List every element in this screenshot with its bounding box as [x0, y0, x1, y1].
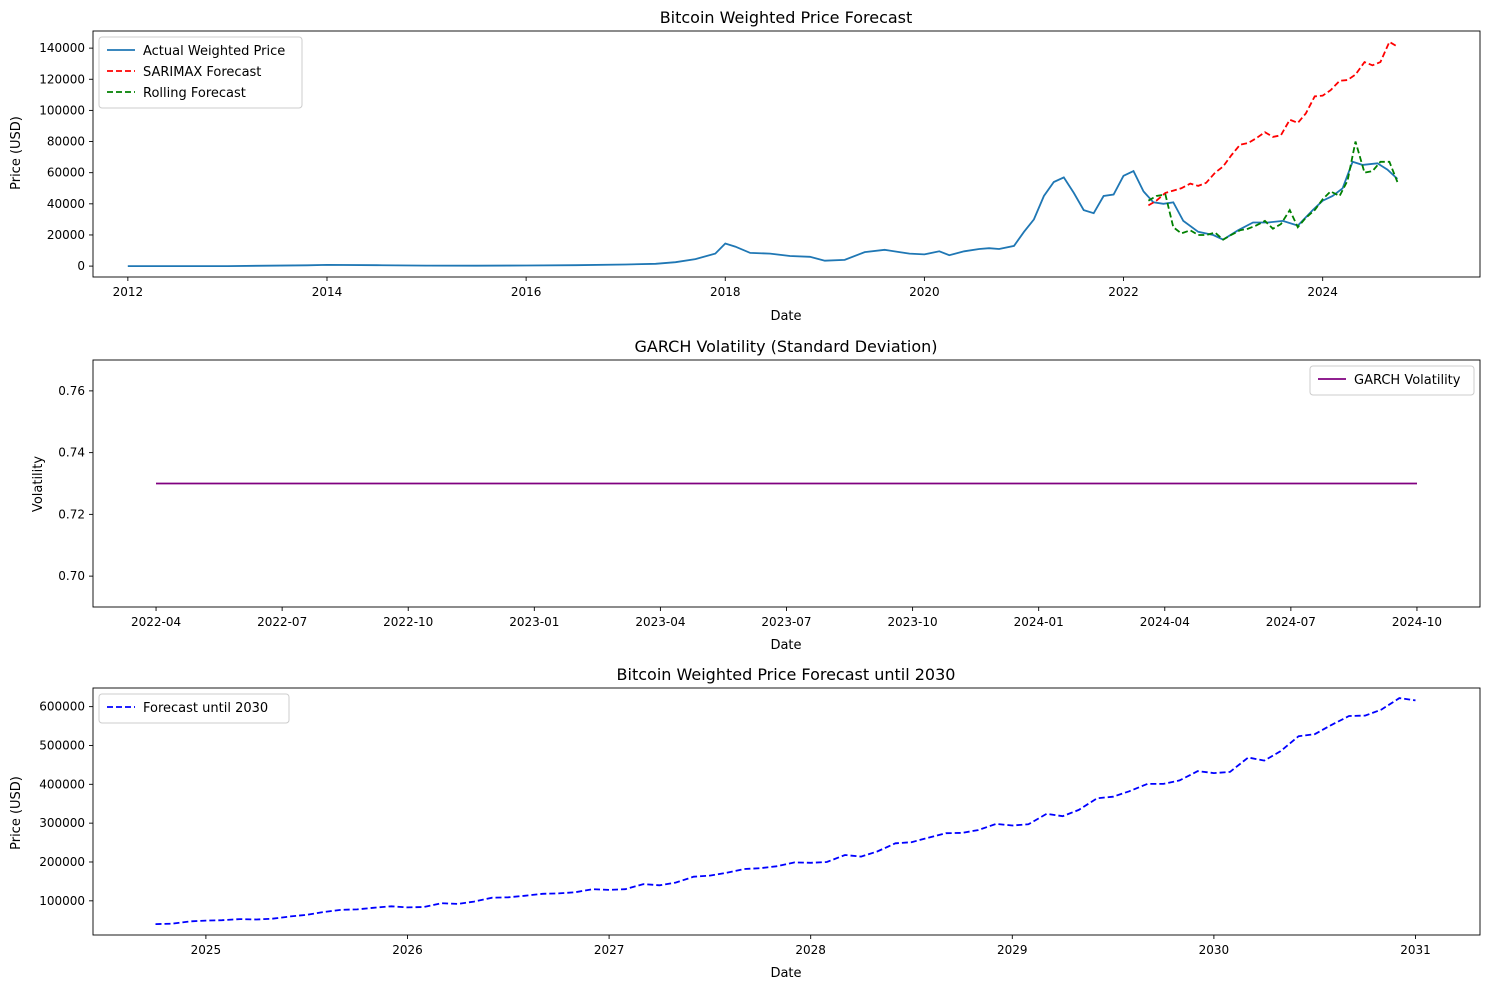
axes-frame	[92, 687, 1481, 936]
x-tick-label: 2024	[1307, 285, 1338, 299]
y-tick-label: 100000	[39, 103, 85, 117]
x-tick-label: 2024-07	[1266, 615, 1316, 629]
legend-entry: Actual Weighted Price	[143, 44, 285, 59]
y-tick-label: 0.76	[58, 384, 85, 398]
y-tick-label: 0.74	[58, 446, 85, 460]
legend: Forecast until 2030	[98, 693, 290, 724]
x-tick-label: 2022-07	[257, 615, 307, 629]
y-axis-label: Price (USD)	[9, 776, 24, 850]
legend: GARCH Volatility	[1309, 365, 1475, 396]
x-tick-label: 2029	[997, 943, 1028, 957]
x-tick-label: 2014	[312, 285, 343, 299]
x-tick-label: 2024-04	[1140, 615, 1190, 629]
y-tick-label: 20000	[47, 228, 85, 242]
chart-price-forecast: Bitcoin Weighted Price Forecast 2012 2014…	[9, 8, 1481, 324]
y-tick-label: 300000	[39, 816, 85, 830]
chart-forecast-2030: Bitcoin Weighted Price Forecast until 20…	[9, 665, 1481, 981]
x-tick-label: 2030	[1199, 943, 1230, 957]
chart-garch-volatility: GARCH Volatility (Standard Deviation) 20…	[31, 337, 1481, 653]
chart-title: Bitcoin Weighted Price Forecast	[660, 8, 913, 27]
x-tick-label: 2024-01	[1014, 615, 1064, 629]
legend-entry: SARIMAX Forecast	[143, 65, 261, 80]
x-tick-label: 2023-04	[635, 615, 685, 629]
x-tick-label: 2016	[511, 285, 542, 299]
chart-title: GARCH Volatility (Standard Deviation)	[634, 337, 937, 356]
legend: Actual Weighted Price SARIMAX Forecast Rol…	[98, 36, 303, 109]
x-tick-label: 2018	[710, 285, 741, 299]
x-tick-label: 2020	[909, 285, 940, 299]
y-axis-label: Price (USD)	[9, 116, 24, 190]
y-tick-label: 40000	[47, 197, 85, 211]
y-tick-label: 400000	[39, 777, 85, 791]
x-tick-label: 2012	[113, 285, 144, 299]
y-tick-label: 60000	[47, 166, 85, 180]
series-line-actual-weighted-price	[127, 160, 1399, 268]
plot-area: 2025 2026 2027 2028 2029 2030 2031 100000 200000…	[39, 687, 1481, 957]
series-line-forecast-until-2030	[155, 697, 1416, 925]
y-tick-label: 500000	[39, 738, 85, 752]
x-tick-label: 2022-04	[131, 615, 181, 629]
series-line-sarimax-forecast	[1147, 40, 1398, 207]
y-tick-label: 0.70	[58, 569, 85, 583]
y-axis-label: Volatility	[31, 456, 46, 512]
axes-frame	[92, 30, 1481, 278]
x-tick-label: 2025	[191, 943, 222, 957]
x-axis-label: Date	[770, 309, 801, 324]
legend-entry: Forecast until 2030	[143, 701, 268, 716]
x-tick-label: 2024-10	[1392, 615, 1442, 629]
legend-entry: GARCH Volatility	[1354, 373, 1461, 388]
chart-title: Bitcoin Weighted Price Forecast until 20…	[617, 665, 956, 684]
x-tick-label: 2027	[594, 943, 625, 957]
x-tick-label: 2023-01	[509, 615, 559, 629]
y-tick-label: 100000	[39, 894, 85, 908]
x-tick-label: 2022-10	[383, 615, 433, 629]
x-tick-label: 2023-07	[761, 615, 811, 629]
plot-area: 2012 2014 2016 2018 2020 2022 2024 0 20000 40000 6…	[39, 30, 1481, 299]
legend-box	[1309, 365, 1475, 396]
x-tick-label: 2031	[1400, 943, 1431, 957]
x-tick-label: 2022	[1108, 285, 1139, 299]
y-tick-label: 200000	[39, 855, 85, 869]
legend-entry: Rolling Forecast	[143, 86, 246, 101]
x-tick-label: 2026	[392, 943, 423, 957]
y-tick-label: 600000	[39, 700, 85, 714]
y-tick-label: 0.72	[58, 507, 85, 521]
y-tick-label: 120000	[39, 72, 85, 86]
y-tick-label: 80000	[47, 135, 85, 149]
x-axis-label: Date	[770, 638, 801, 653]
x-tick-label: 2023-10	[888, 615, 938, 629]
series-line-rolling-forecast	[1147, 141, 1399, 241]
legend-box	[98, 36, 303, 109]
plot-area: 2022-04 2022-07 2022-10 2023-01 2023-04 2023-…	[58, 359, 1481, 629]
y-tick-label: 0	[77, 259, 85, 273]
x-tick-label: 2028	[795, 943, 826, 957]
y-tick-label: 140000	[39, 41, 85, 55]
legend-box	[98, 693, 290, 724]
x-axis-label: Date	[770, 966, 801, 981]
